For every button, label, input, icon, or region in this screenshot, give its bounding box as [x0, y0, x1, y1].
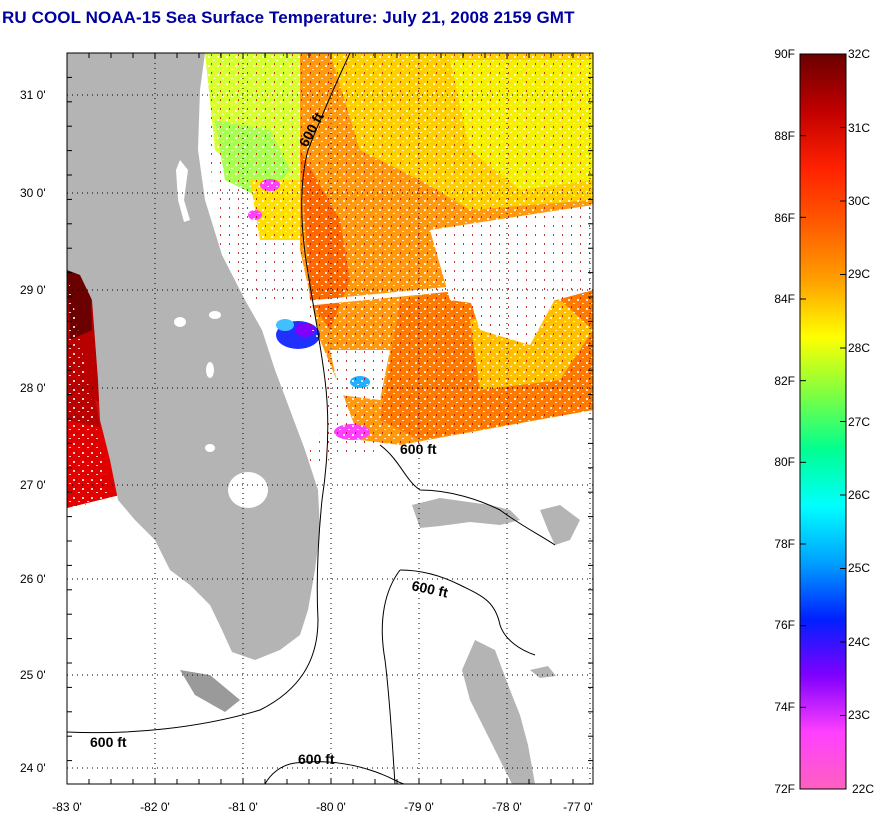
- cb-c-25: 25C: [848, 561, 870, 575]
- cb-c-27: 27C: [848, 415, 870, 429]
- map-title: RU COOL NOAA-15 Sea Surface Temperature:…: [2, 8, 575, 27]
- cb-c-23: 23C: [848, 708, 870, 722]
- land: [67, 53, 580, 784]
- lon-label-79: -79 0': [404, 800, 434, 814]
- lon-label-82: -82 0': [140, 800, 170, 814]
- cb-f-90: 90F: [774, 47, 795, 61]
- cb-f-84: 84F: [774, 292, 795, 306]
- lat-label-25: 25 0': [20, 668, 46, 682]
- cb-f-78: 78F: [774, 537, 795, 551]
- cb-c-24: 24C: [848, 635, 870, 649]
- lakes: [174, 160, 268, 508]
- lon-label-78: -78 0': [492, 800, 522, 814]
- contour-label-keys: 600 ft: [298, 751, 335, 767]
- cb-f-74: 74F: [774, 700, 795, 714]
- cb-c-30: 30C: [848, 194, 870, 208]
- lon-label-80: -80 0': [316, 800, 346, 814]
- cb-f-82: 82F: [774, 374, 795, 388]
- lat-label-24: 24 0': [20, 761, 46, 775]
- lon-label-81: -81 0': [228, 800, 258, 814]
- cb-f-88: 88F: [774, 129, 795, 143]
- colorbar-fahrenheit-labels: 90F 88F 86F 84F 82F 80F 78F 76F 74F 72F: [774, 47, 795, 796]
- cb-c-26: 26C: [848, 488, 870, 502]
- lat-label-27: 27 0': [20, 478, 46, 492]
- lat-label-26: 26 0': [20, 572, 46, 586]
- colorbar-celsius-labels: 32C 31C 30C 29C 28C 27C 26C 25C 24C 23C …: [848, 47, 874, 796]
- colorbar-gradient: [799, 53, 847, 790]
- bathymetry-contours: [67, 53, 556, 784]
- cb-c-29: 29C: [848, 267, 870, 281]
- lat-label-30: 30 0': [20, 186, 46, 200]
- cb-f-86: 86F: [774, 211, 795, 225]
- cb-f-72: 72F: [774, 782, 795, 796]
- cb-c-22: 22C: [852, 782, 874, 796]
- lat-label-31: 31 0': [20, 88, 46, 102]
- lon-label-77: -77 0': [563, 800, 593, 814]
- lat-label-28: 28 0': [20, 381, 46, 395]
- contour-label-east: 600 ft: [400, 441, 437, 457]
- latitude-labels: 31 0' 30 0' 29 0' 28 0' 27 0' 26 0' 25 0…: [20, 88, 46, 775]
- colorbar: 90F 88F 86F 84F 82F 80F 78F 76F 74F 72F …: [774, 47, 874, 796]
- cb-c-28: 28C: [848, 341, 870, 355]
- contour-label-bahamas: 600 ft: [410, 577, 449, 600]
- lat-label-29: 29 0': [20, 283, 46, 297]
- cb-c-32: 32C: [848, 47, 870, 61]
- lon-label-83: -83 0': [52, 800, 82, 814]
- longitude-labels: -83 0' -82 0' -81 0' -80 0' -79 0' -78 0…: [52, 800, 593, 814]
- contour-label-south: 600 ft: [90, 734, 127, 750]
- cb-f-80: 80F: [774, 455, 795, 469]
- frame-ticks: [66, 52, 593, 784]
- cb-f-76: 76F: [774, 618, 795, 632]
- sst-swath: [67, 53, 593, 508]
- map-area: 600 ft 600 ft 600 ft 600 ft 600 ft: [67, 53, 593, 784]
- colorbar-ticks: [800, 53, 846, 790]
- cb-c-31: 31C: [848, 121, 870, 135]
